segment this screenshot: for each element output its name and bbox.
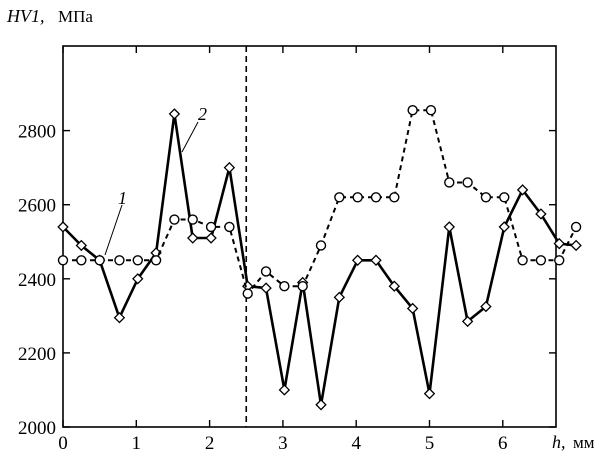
data-point-circle xyxy=(352,192,363,203)
x-tick-label: 5 xyxy=(425,433,435,454)
data-point-circle xyxy=(315,240,327,251)
data-point-diamond xyxy=(480,300,492,313)
x-axis-title: h, мм xyxy=(552,432,595,452)
data-point-circle xyxy=(554,255,565,266)
data-point-circle xyxy=(205,221,217,233)
data-point-circle xyxy=(462,177,473,188)
data-point-diamond xyxy=(553,237,565,250)
data-point-diamond xyxy=(423,387,436,400)
y-tick-label: 2000 xyxy=(18,418,56,439)
data-point-circle xyxy=(224,221,235,233)
y-axis-ticks xyxy=(63,129,556,428)
data-point-circle xyxy=(94,255,105,266)
x-tick-label: 1 xyxy=(132,433,142,454)
data-point-diamond xyxy=(461,315,474,328)
data-point-diamond xyxy=(187,232,199,244)
x-tick-label: 0 xyxy=(58,433,68,454)
data-point-circle xyxy=(407,105,418,116)
data-point-diamond xyxy=(75,239,88,252)
data-point-diamond xyxy=(113,311,126,324)
data-point-circle xyxy=(132,255,143,266)
x-tick-label: 6 xyxy=(498,433,508,454)
data-point-circle xyxy=(370,192,382,203)
data-point-diamond xyxy=(498,221,510,233)
data-point-circle xyxy=(334,192,345,203)
data-point-circle xyxy=(57,255,69,266)
x-axis-variable: h, xyxy=(552,432,566,452)
series-2-leader-line xyxy=(181,121,199,153)
data-point-diamond xyxy=(315,399,327,411)
series-1-label: 1 xyxy=(118,188,127,208)
series-2-line xyxy=(63,109,577,295)
data-point-diamond xyxy=(223,161,236,174)
data-point-circle xyxy=(499,192,510,203)
x-tick-label: 2 xyxy=(205,433,215,454)
plot-area-border xyxy=(62,45,557,428)
x-axis-tick-labels: 0 1 2 3 4 5 6 xyxy=(58,433,507,454)
data-point-circle xyxy=(535,255,547,266)
data-point-circle xyxy=(425,105,437,116)
data-point-circle xyxy=(389,192,400,203)
plot-frame xyxy=(62,45,557,428)
y-axis-unit: МПа xyxy=(58,7,93,26)
y-axis-variable: HV1, xyxy=(6,6,45,26)
y-axis-tick-labels: 2000 2200 2400 2600 2800 xyxy=(18,122,56,439)
series-1-leader-line xyxy=(104,204,123,256)
data-point-diamond xyxy=(516,184,529,196)
data-point-circle xyxy=(297,281,308,292)
data-point-circle xyxy=(444,177,455,188)
data-point-diamond xyxy=(388,280,401,292)
data-point-circle xyxy=(169,214,180,225)
data-point-circle xyxy=(242,288,253,299)
data-point-diamond xyxy=(443,221,456,233)
data-point-circle xyxy=(114,255,125,266)
data-point-diamond xyxy=(132,273,144,285)
x-axis-ticks xyxy=(62,46,504,427)
y-tick-label: 2800 xyxy=(18,122,56,143)
series-2-label: 2 xyxy=(198,104,207,124)
y-tick-label: 2600 xyxy=(18,196,56,217)
data-point-diamond xyxy=(278,384,291,396)
y-axis-title: HV1, МПа xyxy=(6,6,93,26)
data-point-circle xyxy=(517,255,528,266)
data-point-circle xyxy=(150,255,162,266)
x-tick-label: 4 xyxy=(351,433,361,454)
data-point-diamond xyxy=(168,108,181,120)
data-point-circle xyxy=(279,281,290,292)
series-1-annotation: 1 xyxy=(104,188,127,256)
series-2-annotation: 2 xyxy=(181,104,207,153)
x-tick-label: 3 xyxy=(278,433,288,454)
data-point-circle xyxy=(480,192,492,203)
data-point-circle xyxy=(260,266,272,277)
data-point-diamond xyxy=(57,221,69,233)
data-point-diamond xyxy=(570,239,582,252)
data-point-diamond xyxy=(370,254,382,266)
data-point-diamond xyxy=(205,232,217,244)
y-tick-label: 2400 xyxy=(18,270,56,291)
data-point-circle xyxy=(187,214,198,225)
data-point-diamond xyxy=(260,282,272,294)
series-layer xyxy=(57,105,582,411)
y-tick-label: 2200 xyxy=(18,344,56,365)
data-point-diamond xyxy=(333,291,346,304)
series-1 xyxy=(57,108,582,411)
data-point-diamond xyxy=(351,254,364,266)
x-axis-unit: мм xyxy=(573,433,595,452)
data-point-circle xyxy=(570,221,582,233)
series-2 xyxy=(57,105,582,299)
data-point-diamond xyxy=(535,208,547,220)
data-point-diamond xyxy=(406,302,419,315)
data-point-circle xyxy=(76,255,87,266)
